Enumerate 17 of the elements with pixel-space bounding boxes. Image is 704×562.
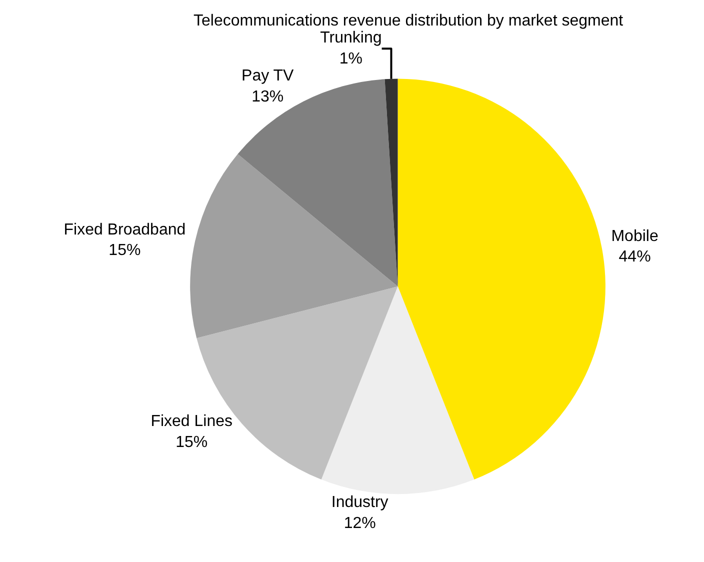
pie-slice <box>321 286 474 494</box>
data-label: 1% <box>339 50 363 68</box>
slice-label: Trunking <box>320 30 382 47</box>
data-label: 13% <box>252 88 284 106</box>
pie-slice <box>398 78 606 480</box>
slice-label: Pay TV <box>242 67 294 84</box>
data-label: 12% <box>344 514 376 532</box>
data-label: 15% <box>176 434 208 451</box>
data-label: 15% <box>108 242 141 260</box>
slice-label: Fixed Broadband <box>64 221 186 238</box>
pie-slice <box>190 154 398 338</box>
data-label: 44% <box>618 248 651 266</box>
slice-label: Fixed Lines <box>150 413 233 430</box>
slice-label: Mobile <box>611 228 658 245</box>
chart-title: Telecommunications revenue distribution by market segment <box>194 12 624 30</box>
pie-slice <box>384 78 398 286</box>
slice-label: Industry <box>331 494 388 512</box>
